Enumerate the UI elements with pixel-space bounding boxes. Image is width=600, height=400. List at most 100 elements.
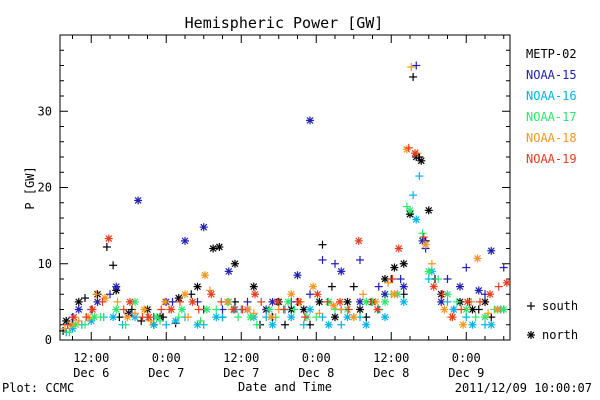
data-points	[59, 61, 511, 337]
marker-stroke	[194, 321, 201, 329]
point-noaa-16-north	[362, 320, 371, 329]
marker-stroke	[194, 283, 201, 291]
point-noaa-19-north	[188, 297, 197, 306]
y-tick-label: 10	[38, 257, 52, 271]
x-tick-label-time: 0:00	[302, 351, 331, 365]
point-metp-02-north	[424, 206, 433, 215]
marker-stroke	[70, 313, 78, 321]
point-noaa-17-south	[252, 320, 261, 329]
point-noaa-17-north	[499, 305, 508, 314]
point-noaa-18-north	[421, 240, 430, 249]
x-tick-label-time: 0:00	[452, 351, 481, 365]
marker-stroke	[469, 306, 476, 313]
point-noaa-16-south	[409, 191, 418, 200]
marker-stroke	[527, 331, 535, 339]
marker-stroke	[444, 290, 451, 298]
point-metp-02-south	[349, 282, 358, 291]
x-tick-label-date: Dec 6	[73, 366, 109, 380]
plot-timestamp: 2011/12/09 10:00:07	[455, 381, 592, 395]
marker-stroke	[425, 206, 433, 214]
marker-stroke	[437, 298, 445, 306]
point-noaa-16-north	[287, 313, 296, 322]
point-noaa-16-south	[424, 275, 433, 283]
marker-stroke	[487, 321, 495, 329]
x-tick-label-date: Dec 7	[223, 366, 259, 380]
point-noaa-15-north	[337, 267, 346, 276]
x-axis-label: Date and Time	[238, 380, 332, 394]
point-noaa-17-south	[418, 229, 427, 238]
point-metp-02-south	[81, 294, 89, 303]
marker-stroke	[294, 271, 301, 279]
point-metp-02-north	[231, 259, 239, 268]
point-metp-02-north	[356, 305, 364, 314]
marker-stroke	[449, 313, 456, 321]
marker-stroke	[344, 313, 351, 321]
point-noaa-18-north	[309, 282, 318, 291]
marker-stroke	[250, 283, 258, 291]
x-tick-label-date: Dec 7	[148, 366, 184, 380]
marker-stroke	[215, 243, 223, 251]
x-tick-label-date: Dec 9	[448, 366, 484, 380]
point-metp-02-north	[74, 297, 83, 306]
marker-stroke	[475, 287, 483, 294]
legend: METP-02 NOAA-15 NOAA-16 NOAA-17 NOAA-18 NOAA-…	[526, 47, 577, 166]
point-noaa-19-north	[104, 234, 113, 243]
x-tick-label-date: Dec 8	[298, 366, 334, 380]
point-noaa-18-north	[371, 297, 380, 306]
point-noaa-19-north	[207, 290, 216, 299]
marker-stroke	[372, 298, 380, 306]
marker-stroke	[306, 116, 314, 124]
point-noaa-19-south	[301, 313, 309, 322]
point-noaa-18-south	[359, 290, 368, 299]
marker-stroke	[459, 321, 467, 329]
point-noaa-17-south	[434, 275, 443, 283]
point-noaa-19-north	[69, 313, 78, 322]
point-noaa-17-south	[212, 305, 221, 314]
point-metp-02-south	[102, 242, 111, 251]
point-noaa-19-north	[126, 297, 134, 306]
point-metp-02-south	[409, 72, 418, 81]
point-noaa-19-south	[217, 297, 226, 306]
marker-stroke	[390, 264, 398, 271]
marker-stroke	[225, 267, 233, 275]
point-noaa-19-south	[157, 305, 166, 314]
point-noaa-17-south	[65, 328, 74, 337]
marker-stroke	[167, 306, 175, 313]
point-noaa-19-north	[167, 305, 176, 314]
point-noaa-18-south	[113, 297, 122, 306]
point-noaa-15-south	[443, 275, 452, 283]
point-noaa-19-north	[373, 305, 382, 314]
point-noaa-19-north	[486, 290, 494, 299]
marker-stroke	[474, 254, 481, 262]
marker-stroke	[419, 237, 426, 245]
point-noaa-17-south	[234, 313, 243, 322]
point-noaa-19-north	[448, 313, 457, 322]
marker-stroke	[300, 306, 308, 313]
legend-entry-noaa-16: NOAA-16	[526, 89, 577, 103]
point-noaa-19-south	[419, 233, 428, 242]
point-noaa-15-north	[134, 196, 143, 205]
marker-stroke	[124, 313, 131, 321]
point-noaa-19-south	[119, 305, 128, 314]
point-noaa-19-south	[438, 290, 447, 299]
marker-stroke	[400, 283, 408, 291]
marker-stroke	[244, 306, 251, 313]
marker-stroke	[153, 313, 161, 321]
marker-stroke	[265, 306, 273, 313]
marker-stroke	[344, 298, 351, 306]
point-noaa-16-south	[299, 320, 308, 329]
point-noaa-17-south	[471, 313, 480, 322]
marker-stroke	[494, 306, 501, 313]
point-noaa-16-north	[487, 320, 496, 329]
point-noaa-17-south	[290, 305, 299, 314]
marker-stroke	[330, 302, 338, 310]
marker-stroke	[89, 306, 96, 313]
point-noaa-16-north	[109, 313, 118, 322]
marker-stroke	[209, 245, 217, 252]
marker-stroke	[201, 271, 209, 279]
point-noaa-15-south	[106, 290, 114, 299]
marker-stroke	[145, 313, 153, 321]
marker-stroke	[314, 290, 321, 298]
marker-stroke	[267, 313, 275, 321]
legend-entry-noaa-15: NOAA-15	[526, 68, 577, 82]
